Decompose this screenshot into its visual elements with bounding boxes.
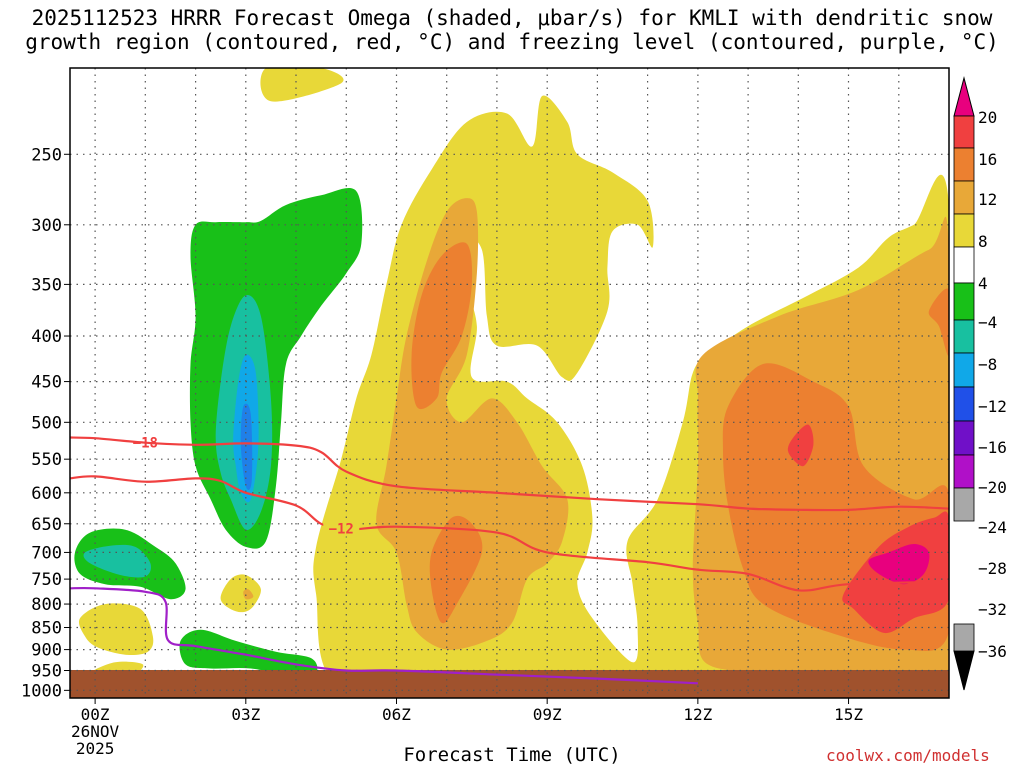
colorbar-segment-0: [953, 115, 975, 149]
contour-line-1: [70, 475, 949, 592]
colorbar-label-5: −4: [978, 313, 997, 332]
omega-region-23: [83, 544, 151, 578]
colorbar-label-4: 4: [978, 274, 988, 293]
x-tick-label-1: 03Z: [231, 705, 260, 724]
chart-title: 2025112523 HRRR Forecast Omega (shaded, …: [0, 6, 1024, 54]
y-tick-label-12: 850: [31, 618, 62, 638]
colorbar-label-1: 16: [978, 150, 997, 169]
colorbar-label-7: −12: [978, 397, 1007, 416]
colorbar-label-2: 12: [978, 190, 997, 209]
colorbar-label-8: −16: [978, 438, 1007, 457]
y-tick-label-5: 500: [31, 413, 62, 433]
colorbar-label-13: −36: [978, 642, 1007, 661]
y-tick-label-11: 800: [31, 595, 62, 615]
source-credit: coolwx.com/models: [826, 746, 990, 765]
omega-region-21: [240, 403, 253, 490]
colorbar-bottom-arrow: [953, 650, 975, 691]
colorbar-segment-10: [953, 454, 975, 489]
x-axis-label: Forecast Time (UTC): [403, 744, 621, 766]
y-tick-label-8: 650: [31, 515, 62, 535]
omega-region-24: [179, 629, 318, 677]
colorbar-label-11: −28: [978, 559, 1007, 578]
colorbar-label-9: −20: [978, 478, 1007, 497]
y-tick-label-10: 750: [31, 570, 62, 590]
y-tick-label-3: 400: [31, 327, 62, 347]
colorbar-label-10: −24: [978, 518, 1007, 537]
x-tick-label-0: 00Z: [81, 705, 110, 724]
colorbar-segment-gray: [953, 623, 975, 652]
colorbar-label-12: −32: [978, 600, 1007, 619]
omega-region-0: [260, 68, 344, 102]
x-tick-label-5: 15Z: [834, 705, 863, 724]
x-tick-label-2: 06Z: [382, 705, 411, 724]
colorbar-label-0: 20: [978, 108, 997, 127]
colorbar-top-arrow: [953, 76, 975, 117]
y-tick-label-9: 700: [31, 543, 62, 563]
colorbar-segment-11: [953, 487, 975, 522]
omega-region-10: [787, 424, 814, 467]
plot-frame: [69, 67, 950, 699]
omega-region-13: [78, 603, 154, 655]
omega-region-6: [429, 515, 483, 624]
colorbar-segment-3: [953, 213, 975, 248]
colorbar-segment-5: [953, 282, 975, 321]
contour-line-2: [70, 586, 698, 685]
colorbar-segment-4: [953, 246, 975, 284]
x-tick-label-3: 09Z: [533, 705, 562, 724]
grid-lines: [70, 68, 949, 698]
omega-region-5: [411, 242, 473, 410]
pressure-axis: 250 300 350 400 450 500 550 600 650 700 750 800 850 9…: [21, 145, 70, 701]
title-line-2: growth region (contoured, red, °C) and f…: [25, 30, 999, 54]
colorbar-segment-2: [953, 180, 975, 215]
y-tick-label-13: 900: [31, 641, 62, 661]
colorbar-segment-1: [953, 147, 975, 182]
omega-region-12: [868, 544, 930, 585]
colorbar-label-6: −8: [978, 355, 997, 374]
y-tick-label-1: 300: [31, 216, 62, 236]
x-date-label-1: 2025: [76, 739, 115, 758]
temperature-contours: −18 −12: [70, 436, 949, 685]
y-tick-label-15: 1000: [21, 681, 62, 701]
colorbar-segment-7: [953, 352, 975, 388]
y-tick-label-2: 350: [31, 275, 62, 295]
y-tick-label-14: 950: [31, 662, 62, 682]
colorbar-segment-8: [953, 386, 975, 422]
contour-label-0: −18: [133, 436, 158, 452]
y-tick-label-7: 600: [31, 484, 62, 504]
contour-line-0: [70, 436, 949, 512]
x-date-label-0: 26NOV: [71, 722, 120, 741]
y-tick-label-6: 550: [31, 450, 62, 470]
omega-shading: [74, 68, 949, 698]
contour-label-bg-1: [323, 520, 360, 537]
colorbar: 20 16 12 8 4 −4 −8 −12 −16 −20 −24 −28 −32 −36: [953, 76, 1007, 691]
colorbar-segment-6: [953, 319, 975, 354]
y-tick-label-0: 250: [31, 145, 62, 165]
title-line-1: 2025112523 HRRR Forecast Omega (shaded, …: [31, 6, 993, 30]
omega-region-15: [220, 574, 261, 613]
omega-region-8: [928, 288, 949, 356]
contour-label-1: −12: [329, 521, 354, 537]
y-tick-label-4: 450: [31, 373, 62, 393]
colorbar-label-3: 8: [978, 232, 988, 251]
omega-region-17: [243, 589, 254, 600]
colorbar-segment-9: [953, 420, 975, 456]
x-tick-label-4: 12Z: [683, 705, 712, 724]
